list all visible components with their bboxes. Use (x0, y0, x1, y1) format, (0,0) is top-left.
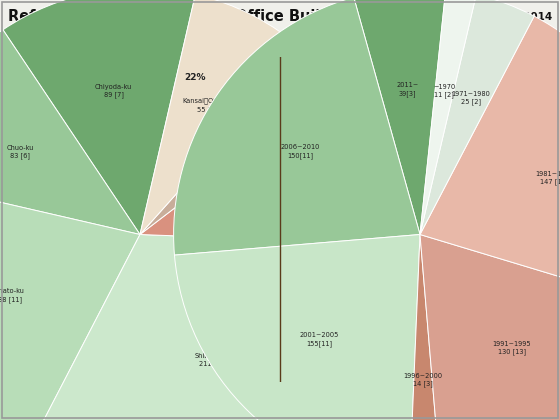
Text: 1996~2000
14 [3]: 1996~2000 14 [3] (404, 373, 442, 387)
Text: ~1970
11 [2]: ~1970 11 [2] (433, 84, 455, 98)
Wedge shape (140, 0, 304, 234)
Text: [Completed year]  After 2001:344 thousand ㎡(51%): [Completed year] After 2001:344 thousand… (286, 61, 547, 71)
Text: Other metropolitan
area 21 [3]: Other metropolitan area 21 [3] (214, 129, 279, 143)
Text: 25 buildings: 25 buildings (375, 74, 438, 84)
Text: 1971~1980
25 [2]: 1971~1980 25 [2] (451, 91, 490, 105)
Text: 3%: 3% (334, 44, 349, 52)
Bar (0, 387, 560, 392)
Text: Minato-ku
138 [11]: Minato-ku 138 [11] (0, 289, 24, 303)
Text: As of Mar. 31, 2014: As of Mar. 31, 2014 (438, 12, 552, 22)
Text: Chiyoda-ku
89 [7]: Chiyoda-ku 89 [7] (95, 84, 132, 98)
Text: Other Tokyo
districts
74 [11]: Other Tokyo districts 74 [11] (259, 180, 298, 201)
Wedge shape (140, 51, 336, 234)
Wedge shape (3, 0, 195, 234)
Wedge shape (420, 0, 534, 234)
Text: Reference③ Distribution of Office Buildings: Reference③ Distribution of Office Buildi… (8, 10, 366, 24)
Text: 11%: 11% (391, 147, 412, 156)
Text: 22%: 22% (184, 74, 206, 82)
Text: [Area]  Metropolitan 4districts:521 thousand ㎡(78%): [Area] Metropolitan 4districts:521 thous… (6, 61, 273, 71)
Wedge shape (0, 30, 140, 234)
Text: 1981~1990
147 [17]: 1981~1990 147 [17] (535, 171, 560, 185)
Wedge shape (175, 234, 420, 420)
Wedge shape (354, 0, 446, 234)
Text: KansaiシOthers
55 [7]: KansaiシOthers 55 [7] (183, 98, 231, 113)
Text: Shibuya-ku
211 [17]: Shibuya-ku 211 [17] (195, 353, 232, 368)
Wedge shape (27, 234, 386, 420)
Wedge shape (420, 16, 560, 306)
Text: Office Buildings : As of Mar. 31, 2014  Floor space 671 thousand ㎡, Total of 62 : Office Buildings : As of Mar. 31, 2014 F… (8, 41, 489, 51)
Wedge shape (420, 0, 476, 234)
Wedge shape (140, 85, 386, 244)
Text: 1991~1995
130 [13]: 1991~1995 130 [13] (492, 341, 531, 355)
Text: 41 buildings: 41 buildings (95, 74, 158, 84)
Text: 27: 27 (536, 399, 554, 412)
Text: 2011~
39[3]: 2011~ 39[3] (396, 82, 419, 97)
Text: 2006~2010
150[11]: 2006~2010 150[11] (281, 144, 320, 158)
Wedge shape (410, 234, 441, 420)
Wedge shape (0, 179, 140, 420)
Text: ▼Included SPC.   Office Buildings Floor space:thousand ㎡.  [ ] : Number of build: ▼Included SPC. Office Buildings Floor sp… (6, 402, 365, 410)
Wedge shape (174, 0, 420, 255)
Text: Chuo-ku
83 [6]: Chuo-ku 83 [6] (7, 145, 34, 159)
Wedge shape (420, 234, 560, 420)
Text: 2001~2005
155[11]: 2001~2005 155[11] (300, 333, 339, 347)
